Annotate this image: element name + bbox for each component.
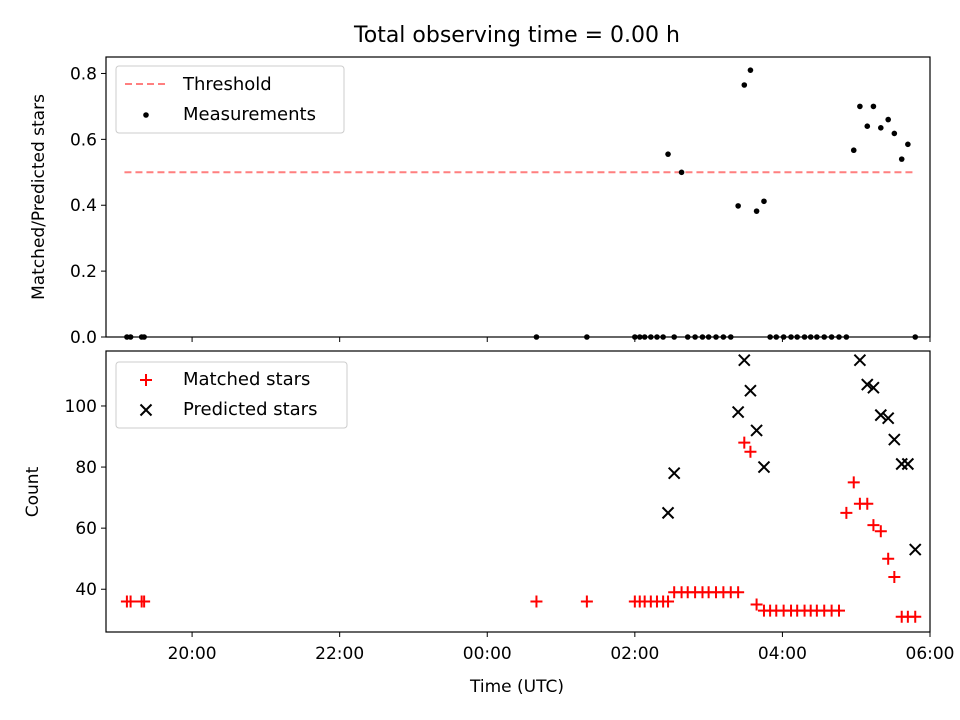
matched-star-point (744, 445, 757, 458)
legend-measurements-swatch (143, 112, 149, 118)
top-x-ticks (191, 337, 931, 342)
measurement-point (678, 169, 685, 176)
legend-measurements-label: Measurements (183, 104, 316, 125)
matched-star-point (847, 476, 860, 489)
top-ytick-label: 0.2 (70, 262, 97, 282)
matched-star-point (832, 604, 845, 617)
predicted-star-point (909, 543, 922, 556)
bottom-plot-area (120, 353, 922, 623)
predicted-star-point (874, 408, 888, 422)
measurement-point (665, 151, 671, 157)
matched-star-point (750, 598, 763, 611)
top-axes-frame (105, 56, 931, 338)
measurement-point (864, 123, 871, 129)
matched-star-point (738, 436, 751, 449)
predicted-star-point (901, 457, 915, 471)
bottom-xtick-label: 02:00 (610, 644, 659, 664)
top-legend: Threshold Measurements (115, 65, 345, 134)
matched-star-point (732, 586, 745, 599)
bottom-x-axis: 20:00 22:00 00:00 02:00 04:00 06:00 (168, 632, 955, 664)
predicted-star-point (888, 433, 901, 446)
matched-star-point (840, 506, 853, 519)
predicted-star-point (661, 506, 675, 520)
measurement-point (850, 147, 857, 154)
bottom-ytick-label: 80 (75, 458, 97, 478)
legend-predicted-label: Predicted stars (183, 399, 317, 420)
measurement-point (891, 130, 898, 137)
legend-matched-swatch (140, 374, 152, 386)
matched-star-point (867, 519, 880, 532)
legend-matched-label: Matched stars (183, 369, 310, 390)
top-ytick-label: 0.8 (70, 64, 97, 84)
top-ylabel: Matched/Predicted stars (29, 94, 49, 300)
bottom-ytick-label: 60 (75, 519, 97, 539)
matched-star-point (124, 595, 137, 608)
predicted-star-point (757, 460, 771, 474)
predicted-star-point (867, 381, 880, 394)
bottom-legend: Matched stars Predicted stars (115, 361, 348, 429)
predicted-star-point (750, 424, 763, 437)
top-ytick-label: 0.0 (70, 328, 97, 348)
predicted-star-point (731, 405, 745, 419)
matched-star-point (882, 552, 895, 565)
matched-star-point (909, 610, 922, 623)
top-ytick-label: 0.6 (70, 130, 97, 150)
measurement-point (753, 208, 760, 214)
predicted-star-point (738, 353, 751, 367)
measurement-point (747, 67, 754, 73)
bottom-ytick-label: 100 (65, 397, 97, 417)
top-ytick-label: 0.4 (70, 196, 97, 216)
legend-threshold-label: Threshold (182, 74, 272, 95)
measurement-point (735, 203, 741, 209)
matched-star-point (530, 595, 543, 608)
predicted-star-point (853, 353, 867, 367)
measurement-point (741, 82, 748, 88)
legend-plus-mark (140, 374, 152, 386)
matched-star-point (888, 571, 901, 584)
matched-star-point (874, 525, 887, 538)
measurement-point (761, 198, 767, 205)
legend-predicted-swatch (139, 403, 153, 417)
measurement-point (898, 156, 905, 162)
measurement-point (878, 125, 884, 131)
predicted-star-point (667, 466, 681, 480)
bottom-xtick-label: 20:00 (168, 644, 217, 664)
top-legend-box (115, 65, 345, 134)
bottom-legend-box (115, 361, 348, 429)
top-panel: Total observing time = 0.00 h 0.00.20.40… (29, 23, 931, 348)
bottom-xtick-label: 04:00 (758, 644, 807, 664)
top-y-axis: 0.0 0.2 0.4 0.6 0.8 (70, 64, 106, 348)
predicted-star-point (895, 457, 908, 471)
bottom-ytick-label: 40 (75, 580, 97, 600)
top-title: Total observing time = 0.00 h (353, 23, 680, 48)
bottom-xtick-label: 06:00 (906, 644, 955, 664)
matched-star-point (580, 595, 593, 608)
bottom-xtick-label: 00:00 (463, 644, 512, 664)
measurement-point (885, 116, 891, 123)
measurement-point (870, 103, 877, 110)
bottom-ylabel: Count (23, 466, 43, 517)
predicted-star-point (861, 378, 874, 391)
measurement-point (857, 103, 863, 110)
bottom-axes-frame (105, 350, 931, 633)
matched-star-point (861, 497, 874, 510)
bottom-y-axis: 40 60 80 100 (65, 397, 106, 600)
matched-star-point (138, 595, 151, 608)
predicted-star-point (744, 384, 757, 397)
bottom-xlabel: Time (UTC) (469, 677, 564, 697)
predicted-star-point (881, 411, 895, 425)
legend-x-mark (139, 403, 153, 417)
bottom-panel: 40 60 80 100 20:00 22:00 00:00 02:00 04:00 06:00… (23, 350, 955, 697)
matched-star-point (662, 595, 675, 608)
measurement-point (905, 141, 911, 148)
bottom-xtick-label: 22:00 (315, 644, 364, 664)
